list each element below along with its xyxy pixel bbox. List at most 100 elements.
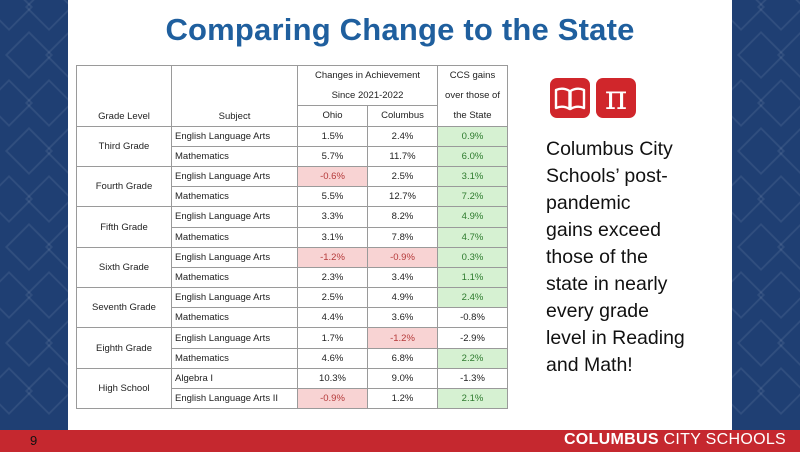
table-row: Sixth Grade English Language Arts -1.2% -0.… bbox=[76, 246, 508, 289]
grade-level-cell: High School bbox=[76, 367, 172, 410]
slide-title: Comparing Change to the State bbox=[165, 12, 635, 47]
header-ccs-line2: over those of bbox=[437, 85, 508, 106]
ohio-change-cell: 1.5% bbox=[297, 125, 368, 147]
ohio-change-cell: 4.4% bbox=[297, 307, 368, 329]
header-ohio: Ohio bbox=[297, 105, 368, 127]
columbus-change-cell: 6.8% bbox=[367, 347, 438, 369]
table-row: Third Grade English Language Arts 1.5% 2.4%… bbox=[76, 125, 508, 167]
columbus-change-cell: 3.6% bbox=[367, 307, 438, 329]
subject-cell: Mathematics bbox=[171, 266, 298, 289]
table-row: Eighth Grade English Language Arts 1.7% -1.… bbox=[76, 327, 508, 369]
decorative-tile bbox=[776, 318, 800, 368]
subject-cell: English Language Arts bbox=[171, 206, 298, 228]
table-row: Fifth Grade English Language Arts 3.3% 8.2%… bbox=[76, 206, 508, 248]
decorative-tile bbox=[756, 0, 800, 32]
subject-cell: English Language Arts bbox=[171, 287, 298, 309]
ccs-gain-cell: 0.9% bbox=[437, 125, 508, 147]
grade-level-cell: Fifth Grade bbox=[76, 206, 172, 248]
brand-bold: COLUMBUS bbox=[563, 431, 659, 448]
columbus-change-cell: -0.9% bbox=[367, 246, 438, 268]
table-row: Mathematics 4.4% 3.6% -0.8% bbox=[77, 307, 508, 329]
ccs-gain-cell: 2.2% bbox=[437, 347, 508, 369]
brand-rest: CITY SCHOOLS bbox=[658, 431, 786, 448]
header-grade-level: Grade Level bbox=[76, 65, 172, 127]
ohio-change-cell: 2.5% bbox=[297, 287, 368, 309]
summary-text: Columbus City Schools’ post-pandemic gains… bbox=[546, 136, 726, 379]
header-changes-line2: Since 2021-2022 bbox=[297, 85, 438, 107]
subject-cell: Mathematics bbox=[171, 145, 298, 167]
ccs-gain-cell: 4.7% bbox=[437, 226, 508, 248]
columbus-change-cell: -1.2% bbox=[367, 327, 438, 349]
header-subject: Subject bbox=[171, 65, 298, 127]
columbus-change-cell: 4.9% bbox=[367, 287, 438, 309]
ohio-change-cell: 1.7% bbox=[297, 327, 368, 349]
decorative-tile bbox=[776, 30, 800, 80]
table-row: Mathematics 3.1% 7.8% 4.7% bbox=[77, 226, 508, 248]
summary-line: pandemic bbox=[546, 192, 631, 214]
subject-cell: Mathematics bbox=[171, 226, 298, 248]
ccs-gain-cell: -1.3% bbox=[437, 367, 508, 390]
ohio-change-cell: 3.1% bbox=[297, 226, 368, 248]
ccs-gain-cell: 4.9% bbox=[437, 206, 508, 228]
decorative-tile bbox=[44, 126, 68, 176]
ccs-gain-cell: -2.9% bbox=[437, 327, 508, 349]
brand-wordmark: COLUMBUS CITY SCHOOLS bbox=[564, 431, 786, 449]
header-columbus: Columbus bbox=[367, 105, 438, 127]
decorative-tile bbox=[44, 30, 68, 80]
summary-line: every grade bbox=[546, 300, 649, 322]
ccs-gain-cell: 1.1% bbox=[437, 266, 508, 289]
columbus-change-cell: 3.4% bbox=[367, 266, 438, 289]
summary-line: state in nearly bbox=[546, 273, 668, 295]
right-side-panel bbox=[732, 0, 800, 430]
footer-bar: 9 COLUMBUS CITY SCHOOLS bbox=[0, 430, 800, 452]
columbus-change-cell: 1.2% bbox=[367, 387, 438, 410]
ccs-gain-cell: 6.0% bbox=[437, 145, 508, 167]
decorative-tile bbox=[24, 174, 68, 224]
ccs-gain-cell: 0.3% bbox=[437, 246, 508, 268]
decorative-tile bbox=[24, 0, 68, 32]
slide-content: Comparing Change to the State Grade Leve… bbox=[68, 0, 732, 430]
ohio-change-cell: 10.3% bbox=[297, 367, 368, 390]
ohio-change-cell: -0.9% bbox=[297, 387, 368, 410]
open-book-icon bbox=[550, 78, 590, 118]
summary-line: Columbus City bbox=[546, 138, 673, 160]
pi-symbol-icon: π bbox=[596, 78, 636, 118]
ohio-change-cell: 5.7% bbox=[297, 145, 368, 167]
columbus-change-cell: 2.5% bbox=[367, 165, 438, 188]
columbus-change-cell: 11.7% bbox=[367, 145, 438, 167]
table-body: Third Grade English Language Arts 1.5% 2.4%… bbox=[76, 125, 508, 410]
summary-line: and Math! bbox=[546, 354, 633, 376]
decorative-tile bbox=[24, 78, 68, 128]
subject-cell: Mathematics bbox=[171, 186, 298, 208]
ccs-gain-cell: -0.8% bbox=[437, 307, 508, 329]
ccs-gain-cell: 7.2% bbox=[437, 186, 508, 208]
left-side-panel bbox=[0, 0, 68, 430]
subject-cell: English Language Arts bbox=[171, 246, 298, 268]
summary-line: gains exceed bbox=[546, 219, 661, 241]
table-row: Seventh Grade English Language Arts 2.5% 4.… bbox=[76, 287, 508, 329]
ohio-change-cell: -1.2% bbox=[297, 246, 368, 268]
columbus-change-cell: 2.4% bbox=[367, 125, 438, 147]
summary-line: those of the bbox=[546, 246, 648, 268]
subject-cell: English Language Arts bbox=[171, 327, 298, 349]
decorative-tile bbox=[776, 126, 800, 176]
table-row: English Language Arts II -0.9% 1.2% 2.1% bbox=[77, 387, 508, 410]
ohio-change-cell: 2.3% bbox=[297, 266, 368, 289]
subject-cell: English Language Arts II bbox=[171, 387, 298, 410]
columbus-change-cell: 12.7% bbox=[367, 186, 438, 208]
table-row: Mathematics 2.3% 3.4% 1.1% bbox=[77, 266, 508, 289]
decorative-tile bbox=[44, 318, 68, 368]
ohio-change-cell: -0.6% bbox=[297, 165, 368, 188]
columbus-change-cell: 9.0% bbox=[367, 367, 438, 390]
subject-cell: Mathematics bbox=[171, 347, 298, 369]
subject-cell: Mathematics bbox=[171, 307, 298, 329]
ohio-change-cell: 5.5% bbox=[297, 186, 368, 208]
decorative-tile bbox=[756, 366, 800, 416]
decorative-tile bbox=[24, 270, 68, 320]
table-row: Mathematics 5.5% 12.7% 7.2% bbox=[77, 186, 508, 208]
subject-cell: English Language Arts bbox=[171, 165, 298, 188]
ohio-change-cell: 3.3% bbox=[297, 206, 368, 228]
summary-line: level in Reading bbox=[546, 327, 685, 349]
decorative-tile bbox=[24, 366, 68, 416]
decorative-tile bbox=[756, 270, 800, 320]
